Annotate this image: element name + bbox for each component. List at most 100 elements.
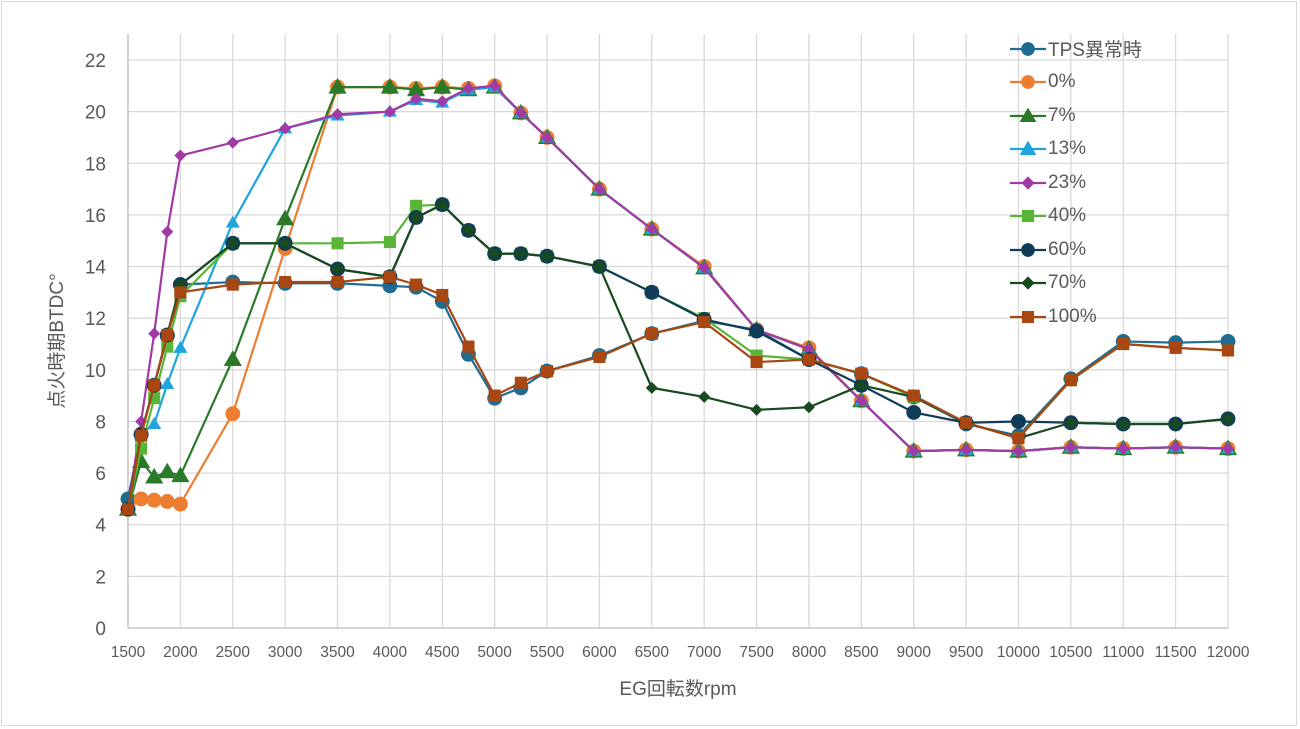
data-point-marker [410,278,423,291]
data-point-marker [541,131,554,144]
data-point-marker [276,209,295,226]
data-point-marker [593,350,606,363]
data-point-marker [802,401,815,414]
data-point-marker [225,406,241,422]
data-point-marker [462,340,475,353]
x-tick-label: 12000 [1206,644,1249,661]
data-point-marker [161,225,174,238]
data-point-marker [855,379,868,392]
x-tick-label: 9000 [896,644,931,661]
data-point-marker [383,235,396,249]
y-tick-label: 2 [95,567,106,588]
data-point-marker [436,95,449,108]
x-tick-label: 3500 [320,644,355,661]
data-point-marker [159,494,175,509]
data-point-marker [1222,412,1234,425]
series-100-line [121,270,1235,516]
x-tick-label: 3000 [268,644,303,661]
legend-label: TPS異常時 [1048,40,1142,62]
legend-triangle-marker-icon [1010,107,1046,122]
data-point-marker [906,404,922,420]
data-point-marker [1117,337,1130,351]
data-point-marker [410,199,423,212]
legend-triangle-marker-icon [1010,141,1046,156]
data-point-marker [174,149,187,162]
data-point-marker [331,108,344,121]
data-point-marker [331,275,344,289]
data-point-marker [644,284,660,300]
data-point-marker [383,270,396,283]
data-point-marker [1117,442,1130,455]
data-point-marker [226,278,239,291]
data-point-marker [174,286,187,299]
data-point-marker [698,316,711,329]
data-point-marker [148,379,161,392]
y-tick-label: 20 [85,103,106,124]
x-tick-label: 6000 [582,644,617,661]
data-point-marker [645,381,658,394]
series-23-line [122,79,1234,516]
data-point-marker [158,462,177,479]
data-point-marker [226,237,239,250]
x-axis-ticks: 1500 2000 2500 3000 3500 4000 4500 5000 5500 6000… [111,644,1250,661]
x-tick-label: 5500 [530,644,565,661]
data-point-marker [1012,432,1025,445]
data-point-marker [279,237,292,250]
x-tick-label: 10000 [997,644,1040,661]
data-point-marker [226,136,239,149]
y-tick-label: 10 [85,361,106,382]
data-point-marker [960,443,973,456]
data-point-marker [514,106,527,119]
x-axis-title: EG回転数rpm [619,678,736,700]
data-point-marker [593,183,606,196]
data-point-marker [148,327,161,340]
data-point-marker [328,78,347,94]
x-tick-label: 7500 [739,644,774,661]
data-point-marker [147,417,162,430]
x-tick-label: 11500 [1155,644,1197,661]
data-point-marker [488,389,501,402]
data-point-marker [145,467,164,484]
data-point-marker [436,288,449,301]
data-point-marker [172,496,188,512]
data-point-marker [171,466,190,483]
legend-item: 13% [1010,133,1142,167]
data-point-marker [1064,374,1077,387]
legend-item: 23% [1010,166,1142,200]
y-axis-title: 点火時期BTDC° [46,273,68,408]
legend-item: 7% [1010,99,1142,133]
data-point-marker [331,237,344,250]
legend-label: 100% [1048,305,1097,327]
data-point-marker [279,122,292,135]
data-point-marker [225,215,240,228]
y-tick-label: 4 [95,516,106,537]
y-tick-label: 8 [95,412,106,433]
data-point-marker [750,403,763,416]
x-tick-label: 11000 [1102,644,1144,661]
data-point-marker [540,365,554,378]
data-point-marker [541,250,554,263]
data-point-marker [410,92,423,105]
data-point-marker [173,340,188,353]
data-point-marker [855,367,868,380]
y-tick-label: 14 [85,258,107,279]
data-point-marker [1064,416,1077,429]
data-point-marker [488,79,501,92]
data-point-marker [855,394,868,407]
data-point-marker [121,503,135,516]
x-tick-label: 2000 [163,644,198,661]
series-group [118,78,1238,517]
data-point-marker [1169,341,1182,354]
legend-label: 13% [1048,138,1087,160]
legend-circle-marker-icon [1010,41,1046,56]
data-point-marker [146,492,162,508]
legend-diamond-marker-icon [1010,276,1046,290]
legend-label: 23% [1048,171,1087,193]
y-axis-ticks: 0 2 4 6 8 10 12 14 16 18 20 22 [85,51,107,640]
legend-diamond-marker-icon [1010,176,1046,190]
x-tick-label: 10500 [1049,644,1092,661]
data-point-marker [645,327,658,340]
data-point-marker [1221,344,1235,357]
